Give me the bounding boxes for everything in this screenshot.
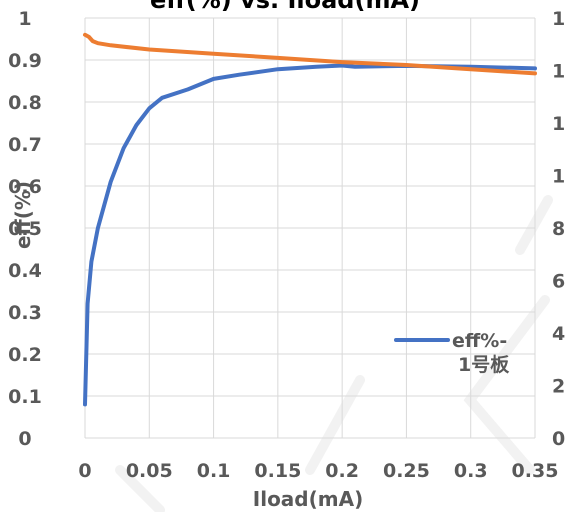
right-axis-tick-label: 1 — [552, 61, 565, 83]
x-tick-label: 0.2 — [325, 460, 359, 482]
y-tick-label: 0.1 — [8, 386, 42, 408]
x-tick-label: 0.35 — [512, 460, 559, 482]
right-axis-tick-label: 0 — [552, 428, 565, 450]
y-tick-label: 0.4 — [8, 260, 42, 282]
y-tick-label: 0.3 — [8, 302, 42, 324]
x-tick-label: 0 — [78, 460, 91, 482]
watermark-strokes — [115, 195, 553, 512]
y-tick-label: 0.7 — [8, 134, 42, 156]
y-tick-label: 0.6 — [8, 176, 42, 198]
right-axis-tick-label: 8 — [552, 218, 565, 240]
x-tick-label: 0.25 — [383, 460, 430, 482]
right-axis-tick-label: 2 — [552, 376, 565, 398]
y-tick-label: 0.8 — [8, 92, 42, 114]
y-axis-ticks: 0 0.1 0.2 0.3 0.4 0.5 0.6 0.7 0.8 0.9 1 — [8, 8, 42, 450]
x-tick-label: 0.15 — [254, 460, 301, 482]
grid — [84, 17, 536, 439]
y-tick-label: 1 — [18, 8, 31, 30]
legend: eff%- 1号板 — [394, 330, 510, 376]
x-tick-label: 0.05 — [126, 460, 173, 482]
right-axis-tick-label: 1 — [552, 113, 565, 135]
right-axis-partial-ticks: 0 2 4 6 8 1 1 1 1 — [552, 8, 565, 450]
legend-label-line2: 1号板 — [458, 353, 510, 376]
y-tick-label: 0.9 — [8, 50, 42, 72]
right-axis-tick-label: 4 — [552, 323, 565, 345]
right-axis-tick-label: 1 — [552, 166, 565, 188]
x-tick-label: 0.1 — [197, 460, 231, 482]
y-tick-label: 0 — [18, 428, 31, 450]
legend-label-line1: eff%- — [452, 330, 507, 352]
y-tick-label: 0.2 — [8, 344, 42, 366]
right-axis-tick-label: 6 — [552, 271, 565, 293]
x-tick-label: 0.3 — [454, 460, 488, 482]
series-line — [83, 63, 537, 407]
chart-title: eff(%) vs. Iload(mA) — [150, 0, 420, 14]
x-axis-title: Iload(mA) — [253, 487, 363, 511]
right-axis-tick-label: 1 — [552, 8, 565, 30]
y-axis-title: eff(%) — [11, 181, 35, 249]
series-line — [83, 32, 537, 76]
x-axis-ticks: 0 0.05 0.1 0.15 0.2 0.25 0.3 0.35 — [78, 460, 558, 482]
series-layer — [83, 32, 537, 407]
y-tick-label: 0.5 — [8, 218, 42, 240]
